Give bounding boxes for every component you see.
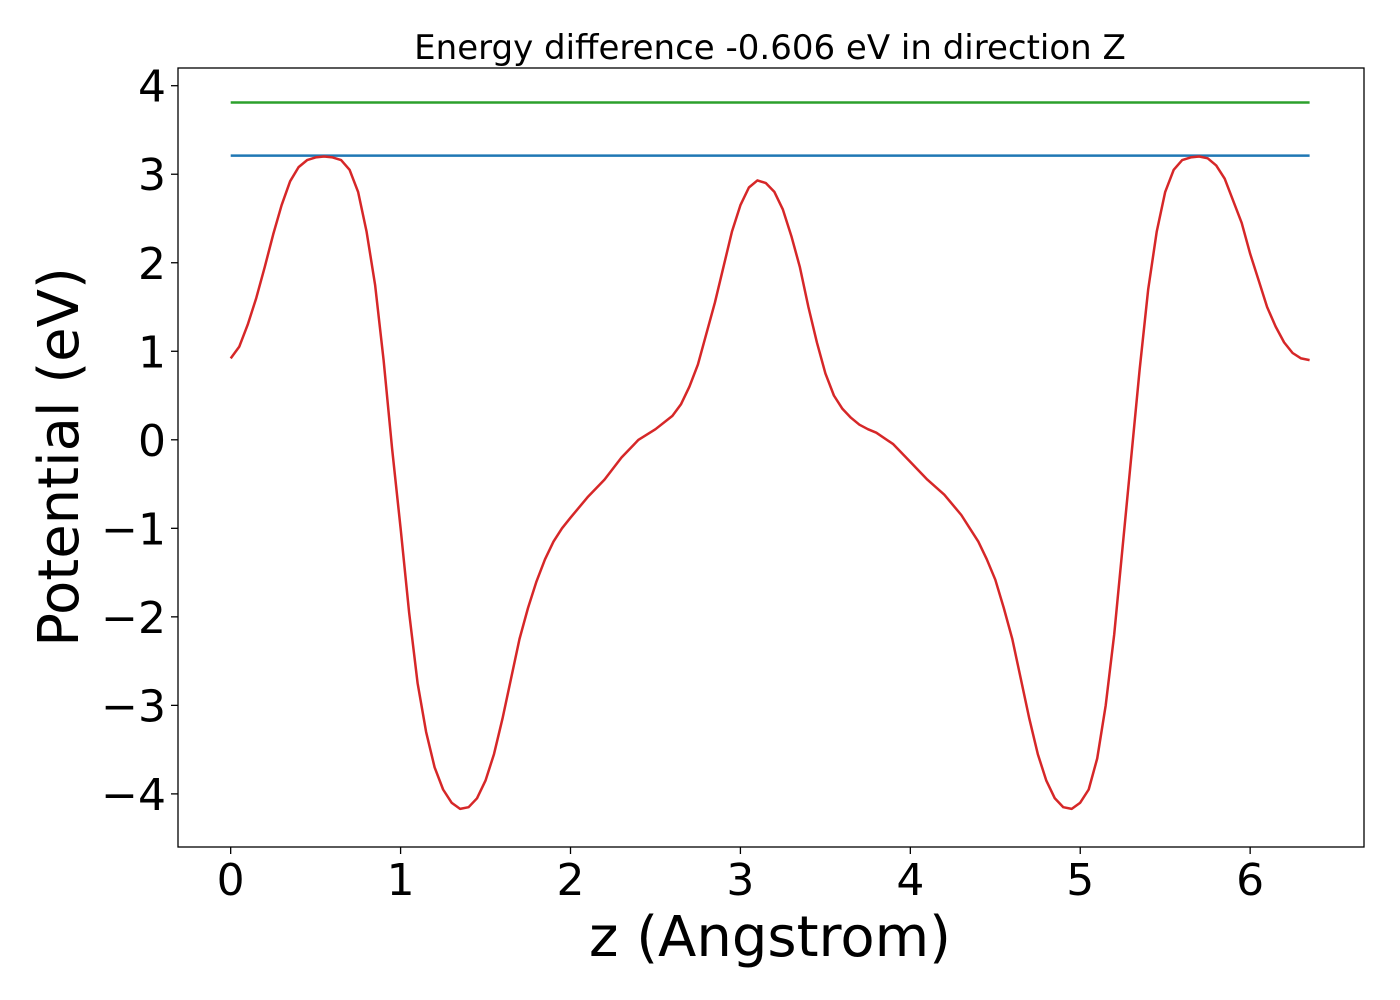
y-tick-label: 0	[138, 416, 166, 467]
y-tick-label: −1	[101, 504, 166, 555]
x-tick-label: 3	[726, 855, 754, 906]
series-line-3	[229, 155, 1310, 811]
x-tick-label: 6	[1236, 855, 1264, 906]
x-tick-label: 1	[387, 855, 415, 906]
x-tick-label: 5	[1066, 855, 1094, 906]
chart-title: Energy difference -0.606 eV in direction…	[414, 28, 1126, 68]
y-tick-label: −4	[101, 770, 166, 821]
x-axis-label: z (Angstrom)	[589, 905, 951, 970]
series-layer	[229, 101, 1310, 811]
y-axis: −4 −3 −2 −1 0 1 2 3 4	[101, 62, 178, 821]
x-tick-label: 0	[217, 855, 245, 906]
y-tick-label: −2	[101, 593, 166, 644]
y-tick-label: −3	[101, 681, 166, 732]
x-axis: 0 1 2 3 4 5 6	[217, 847, 1264, 906]
plot-frame	[177, 67, 1365, 848]
y-axis-label: Potential (eV)	[27, 267, 92, 647]
y-tick-label: 1	[138, 327, 166, 378]
x-tick-label: 4	[896, 855, 924, 906]
y-tick-label: 4	[138, 62, 166, 113]
y-tick-label: 2	[138, 239, 166, 290]
y-tick-label: 3	[138, 150, 166, 201]
x-tick-label: 2	[557, 855, 585, 906]
